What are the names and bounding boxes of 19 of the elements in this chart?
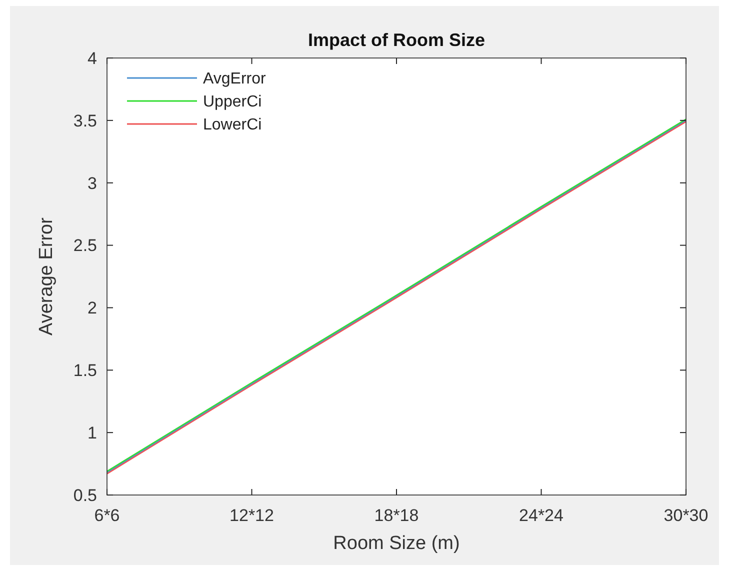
- x-tick-label: 18*18: [374, 506, 419, 525]
- y-tick-label: 3: [88, 174, 97, 193]
- x-tick-label: 24*24: [519, 506, 564, 525]
- y-tick-label: 3.5: [73, 111, 97, 130]
- y-axis-title: Average Error: [36, 216, 57, 336]
- legend-label: UpperCi: [203, 94, 262, 111]
- y-tick-label: 0.5: [73, 486, 97, 505]
- y-tick-label: 2.5: [73, 236, 97, 256]
- x-tick-label: 6*6: [94, 506, 120, 525]
- chart-title: Impact of Room Size: [308, 30, 486, 50]
- y-tick-label: 1: [88, 424, 97, 443]
- y-tick-label: 1.5: [73, 361, 97, 380]
- x-tick-label: 30*30: [664, 506, 708, 525]
- y-tick-label: 4: [88, 48, 97, 68]
- x-tick-label: 12*12: [230, 506, 274, 525]
- legend-label: AvgError: [203, 70, 267, 88]
- y-tick-label: 2: [88, 298, 97, 318]
- x-axis-title: Room Size (m): [333, 533, 460, 554]
- legend-label: LowerCi: [203, 116, 262, 134]
